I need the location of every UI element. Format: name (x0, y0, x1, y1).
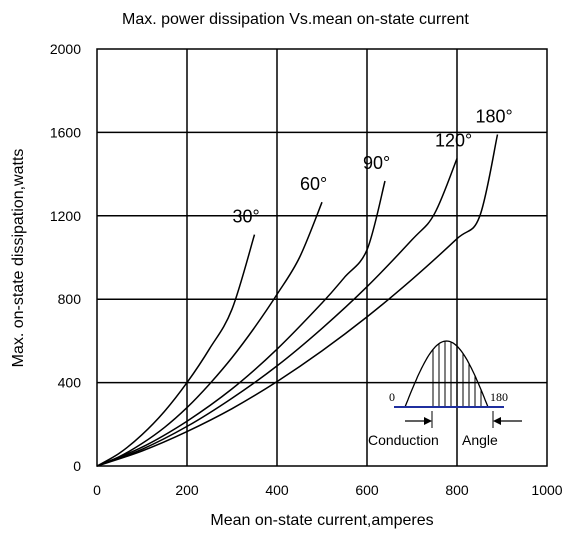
inset-start-label: 0 (389, 390, 395, 404)
series-label: 30° (233, 207, 260, 227)
series-group (96, 134, 499, 467)
series-line (96, 201, 323, 467)
series-line (96, 134, 499, 467)
inset-left-arrowhead (424, 417, 432, 425)
x-tick-label: 1000 (531, 482, 562, 498)
y-tick-label: 1200 (50, 208, 81, 224)
x-axis-label: Mean on-state current,amperes (210, 512, 433, 529)
x-tick-label: 0 (93, 482, 101, 498)
inset-caption-conduction: Conduction (368, 432, 439, 448)
series-label: 60° (300, 174, 327, 194)
y-tick-label: 800 (58, 291, 82, 307)
series-line (96, 234, 256, 467)
conduction-angle-inset: 0 180 Conduction Angle (368, 340, 522, 448)
x-tick-label: 400 (265, 482, 289, 498)
series-label: 90° (363, 153, 390, 173)
inset-end-label: 180 (490, 390, 508, 404)
y-axis-ticks: 0 400 800 1200 1600 2000 (50, 41, 81, 474)
series-label: 120° (435, 130, 472, 150)
series-line (96, 158, 458, 467)
inset-caption-angle: Angle (462, 432, 498, 448)
x-axis-ticks: 0 200 400 600 800 1000 (93, 482, 563, 498)
inset-right-arrowhead (493, 417, 501, 425)
x-tick-label: 600 (355, 482, 379, 498)
series-labels: 30° 60° 90° 120°180° (233, 106, 513, 226)
plot-frame (96, 48, 548, 467)
chart-title: Max. power dissipation Vs.mean on-state … (122, 11, 469, 28)
inset-hatch-lines (432, 341, 482, 407)
inset-half-sine-curve (404, 340, 489, 408)
x-tick-label: 800 (445, 482, 469, 498)
series-line (96, 180, 386, 467)
grid (97, 49, 547, 466)
x-tick-label: 200 (175, 482, 199, 498)
y-tick-label: 2000 (50, 41, 81, 57)
y-tick-label: 0 (73, 458, 81, 474)
y-axis-label: Max. on-state dissipation,watts (10, 149, 27, 368)
series-label: 180° (476, 106, 513, 126)
y-tick-label: 400 (58, 375, 82, 391)
y-tick-label: 1600 (50, 124, 81, 140)
